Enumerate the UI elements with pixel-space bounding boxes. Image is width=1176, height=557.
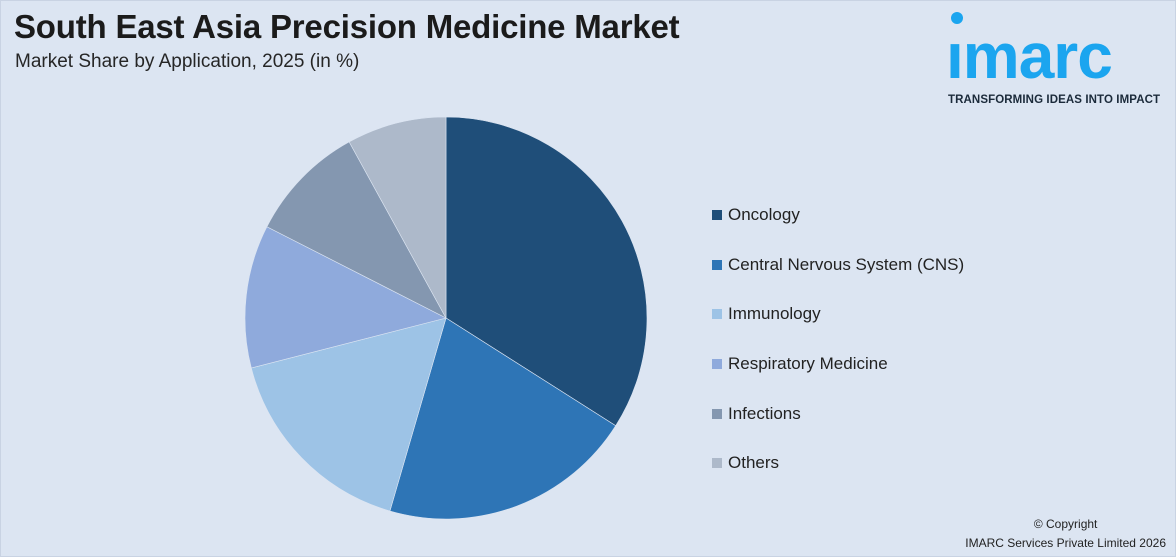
chart-title: South East Asia Precision Medicine Marke… [14, 8, 680, 45]
pie-slice-immunology [250, 317, 447, 512]
legend-item: Respiratory Medicine [712, 339, 964, 389]
legend-label: Immunology [728, 304, 821, 324]
pie-slice-central-nervous-system-cns [389, 317, 617, 520]
legend-item: Immunology [712, 289, 964, 339]
legend-swatch [712, 259, 722, 270]
legend-item: Others [712, 438, 964, 488]
pie-slice-others [348, 116, 447, 319]
copyright-line-2: IMARC Services Private Limited 2026 [965, 536, 1166, 550]
legend-item: Infections [712, 389, 964, 439]
legend-label: Infections [728, 403, 801, 423]
imarc-logo: ımarc TRANSFORMING IDEAS INTO IMPACT [946, 12, 1172, 112]
logo-wordmark: ımarc [946, 20, 1113, 92]
legend-label: Respiratory Medicine [728, 353, 888, 373]
pie-slice-infections [266, 141, 447, 319]
legend-label: Oncology [728, 204, 800, 224]
legend-swatch [712, 309, 722, 320]
logo-dot-icon [951, 12, 963, 24]
legend-item: Central Nervous System (CNS) [712, 240, 964, 290]
legend-swatch [712, 209, 722, 220]
legend-swatch [712, 408, 722, 419]
pie-slice-respiratory-medicine [244, 226, 447, 369]
legend-item: Oncology [712, 190, 964, 240]
chart-subtitle: Market Share by Application, 2025 (in %) [15, 51, 360, 72]
copyright-notice: © Copyright IMARC Services Private Limit… [965, 515, 1166, 553]
legend-label: Others [728, 453, 780, 473]
legend-swatch [712, 358, 722, 369]
legend-label: Central Nervous System (CNS) [728, 254, 965, 274]
logo-tagline: TRANSFORMING IDEAS INTO IMPACT [948, 94, 1161, 106]
copyright-line-1: © Copyright [1033, 517, 1098, 531]
legend-swatch [712, 458, 722, 469]
pie-slice-oncology [445, 116, 648, 427]
chart-legend: Oncology Central Nervous System (CNS) Immu… [712, 190, 964, 488]
